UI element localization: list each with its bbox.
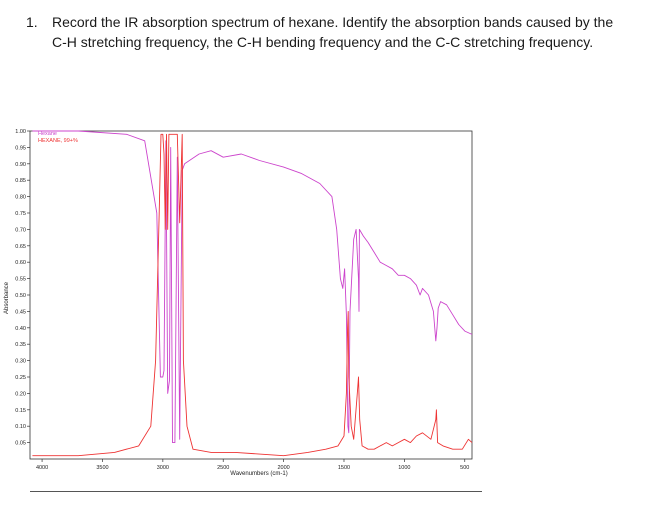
y-tick-label: 0.95 bbox=[15, 145, 26, 151]
y-tick-label: 0.05 bbox=[15, 441, 26, 447]
legend-entry: Hexane bbox=[38, 131, 57, 137]
y-axis-label: Absorbance bbox=[4, 281, 10, 314]
x-tick-label: 2500 bbox=[217, 465, 229, 471]
y-tick-label: 0.75 bbox=[15, 211, 26, 217]
plot-frame bbox=[29, 130, 473, 460]
y-tick-label: 0.45 bbox=[15, 309, 26, 315]
y-tick-label: 0.65 bbox=[15, 244, 26, 250]
y-tick-label: 0.30 bbox=[15, 359, 26, 365]
question-text: Record the IR absorption spectrum of hex… bbox=[52, 14, 614, 50]
x-tick-label: 500 bbox=[460, 465, 469, 471]
x-axis-label: Wavenumbers (cm-1) bbox=[230, 471, 287, 477]
series-layer bbox=[32, 130, 473, 457]
y-tick-label: 0.90 bbox=[15, 162, 26, 168]
y-tick-label: 0.50 bbox=[15, 293, 26, 299]
question-number: 1. bbox=[26, 14, 38, 30]
y-tick-label: 0.85 bbox=[15, 178, 26, 184]
x-axis-ticks: 4000 3500 3000 2500 2000 1500 1000 500 bbox=[36, 459, 469, 471]
y-tick-label: 0.15 bbox=[15, 408, 26, 414]
y-tick-label: 0.70 bbox=[15, 227, 26, 233]
series-line-hexane bbox=[32, 130, 473, 444]
bottom-divider bbox=[30, 491, 482, 492]
x-tick-label: 4000 bbox=[36, 465, 48, 471]
y-tick-label: 0.80 bbox=[15, 195, 26, 201]
y-tick-label: 0.60 bbox=[15, 260, 26, 266]
legend-entry: HEXANE, 99+% bbox=[38, 138, 78, 144]
y-tick-label: 0.25 bbox=[15, 375, 26, 381]
y-tick-label: 0.20 bbox=[15, 391, 26, 397]
x-tick-label: 3500 bbox=[96, 465, 108, 471]
y-tick-label: 0.40 bbox=[15, 326, 26, 332]
y-tick-label: 1.00 bbox=[15, 129, 26, 135]
y-tick-label: 0.35 bbox=[15, 342, 26, 348]
ir-spectrum-figure: 1.00 0.95 0.90 0.85 0.80 0.75 0.70 0.65 0.60 0.55… bbox=[0, 128, 650, 498]
y-tick-label: 0.10 bbox=[15, 424, 26, 430]
y-axis-ticks: 1.00 0.95 0.90 0.85 0.80 0.75 0.70 0.65 0.60 0.55… bbox=[15, 129, 30, 447]
series-line-hexane-99 bbox=[32, 133, 473, 457]
x-tick-label: 3000 bbox=[157, 465, 169, 471]
x-tick-label: 2000 bbox=[277, 465, 289, 471]
x-tick-label: 1000 bbox=[398, 465, 410, 471]
ir-spectrum-chart: 1.00 0.95 0.90 0.85 0.80 0.75 0.70 0.65 0.60 0.55… bbox=[4, 129, 473, 477]
y-tick-label: 0.55 bbox=[15, 277, 26, 283]
x-tick-label: 1500 bbox=[338, 465, 350, 471]
